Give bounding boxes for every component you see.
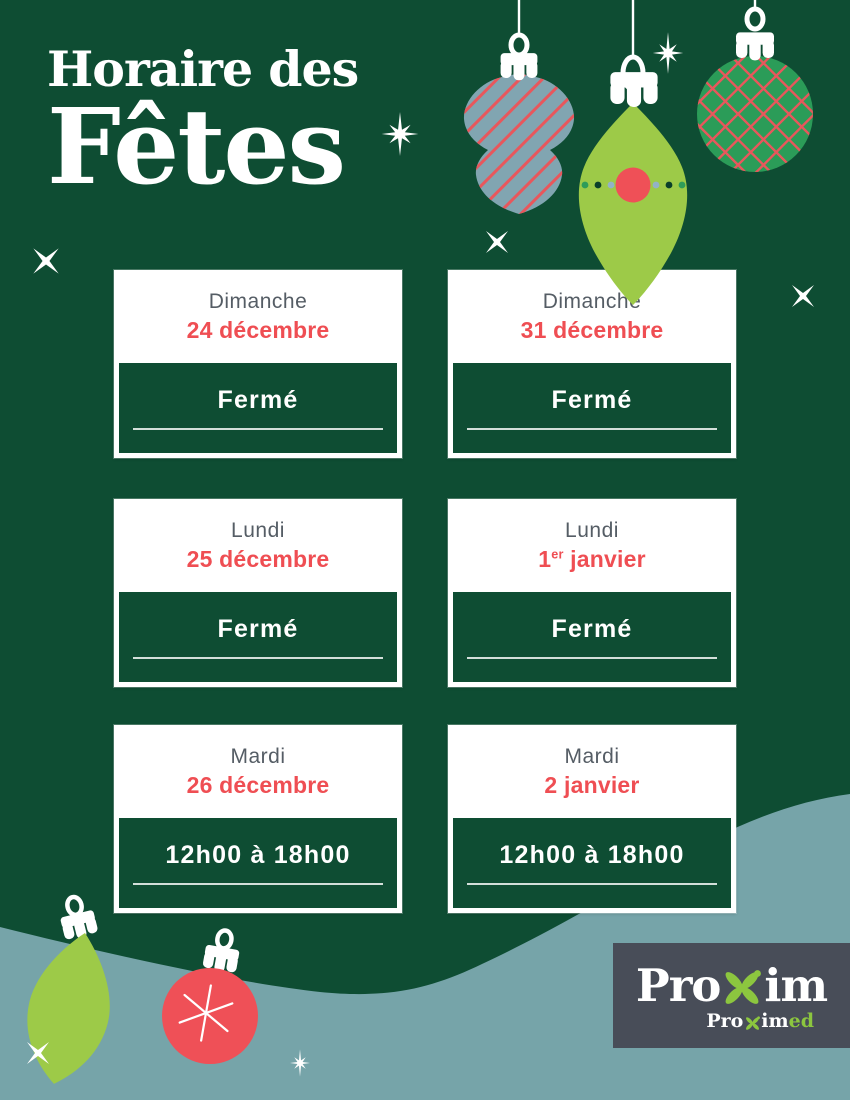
schedule-card: Lundi 1er janvier Fermé [448,499,736,687]
schedule-card: Dimanche 24 décembre Fermé [114,270,402,458]
drop-ornament-icon [578,0,688,305]
card-date-label: 2 janvier [544,771,640,798]
hours-underline [133,883,383,885]
card-day-label: Lundi [231,518,285,542]
hours-underline [467,883,717,885]
proximed-x-leaf-icon [745,1015,760,1030]
leaf-ornament-icon [27,894,110,1084]
proximed-logo-wordmark: Pro im ed [706,1009,814,1032]
star-sparkle-icon [290,1049,310,1077]
x-sparkle-icon [27,1042,49,1064]
striped-ornament-icon [463,0,575,214]
x-sparkle-icon [792,285,814,307]
hours-underline [467,428,717,430]
card-hours-label: Fermé [217,615,299,643]
schedule-card: Mardi 26 décembre 12h00 à 18h00 [114,725,402,913]
card-hours-label: Fermé [551,615,633,643]
x-sparkle-icon [33,248,59,274]
card-header: Mardi 2 janvier [448,725,736,818]
card-day-label: Dimanche [542,289,642,313]
card-day-label: Mardi [230,744,286,768]
card-date-label: 24 décembre [186,316,330,343]
title-line1: Horaire des [47,40,359,98]
card-date-label: 26 décembre [186,771,330,798]
title-line2: Fêtes [47,85,346,209]
card-hours-box: 12h00 à 18h00 [453,818,731,908]
card-day-label: Lundi [565,518,619,542]
proxim-x-leaf-icon [725,970,762,1004]
card-hours-box: Fermé [119,592,397,682]
card-hours-label: 12h00 à 18h00 [499,841,685,869]
star-sparkle-icon [381,112,419,156]
star-sparkle-icon [652,32,684,74]
hours-underline [133,428,383,430]
schedule-card: Dimanche 31 décembre Fermé [448,270,736,458]
card-header: Lundi 1er janvier [448,499,736,592]
proxim-logo-wordmark: Pro im [635,958,828,1012]
card-hours-label: Fermé [217,386,299,414]
card-day-label: Mardi [564,744,620,768]
card-header: Mardi 26 décembre [114,725,402,818]
card-day-label: Dimanche [208,289,308,313]
page-title: Horaire des Fêtes [47,40,359,209]
card-hours-box: Fermé [119,363,397,453]
card-date-label: 25 décembre [186,545,330,572]
schedule-card: Mardi 2 janvier 12h00 à 18h00 [448,725,736,913]
snowflake-icon [178,984,234,1042]
hours-underline [467,657,717,659]
schedule-card: Lundi 25 décembre Fermé [114,499,402,687]
logo-text-im: im [764,958,828,1012]
card-header: Dimanche 24 décembre [114,270,402,363]
proxim-logo: Pro im Pro im ed [613,943,850,1048]
hours-underline [133,657,383,659]
card-hours-label: Fermé [551,386,633,414]
card-header: Lundi 25 décembre [114,499,402,592]
red-ball-ornament-icon [162,928,258,1064]
card-hours-box: Fermé [453,363,731,453]
card-header: Dimanche 31 décembre [448,270,736,363]
crosshatch-ball-ornament-icon [697,0,813,172]
x-sparkle-icon [486,231,508,253]
card-date-label: 31 décembre [520,316,664,343]
card-date-label: 1er janvier [538,545,646,572]
logo-text-pro: Pro [635,958,722,1012]
card-hours-label: 12h00 à 18h00 [165,841,351,869]
card-hours-box: 12h00 à 18h00 [119,818,397,908]
card-hours-box: Fermé [453,592,731,682]
